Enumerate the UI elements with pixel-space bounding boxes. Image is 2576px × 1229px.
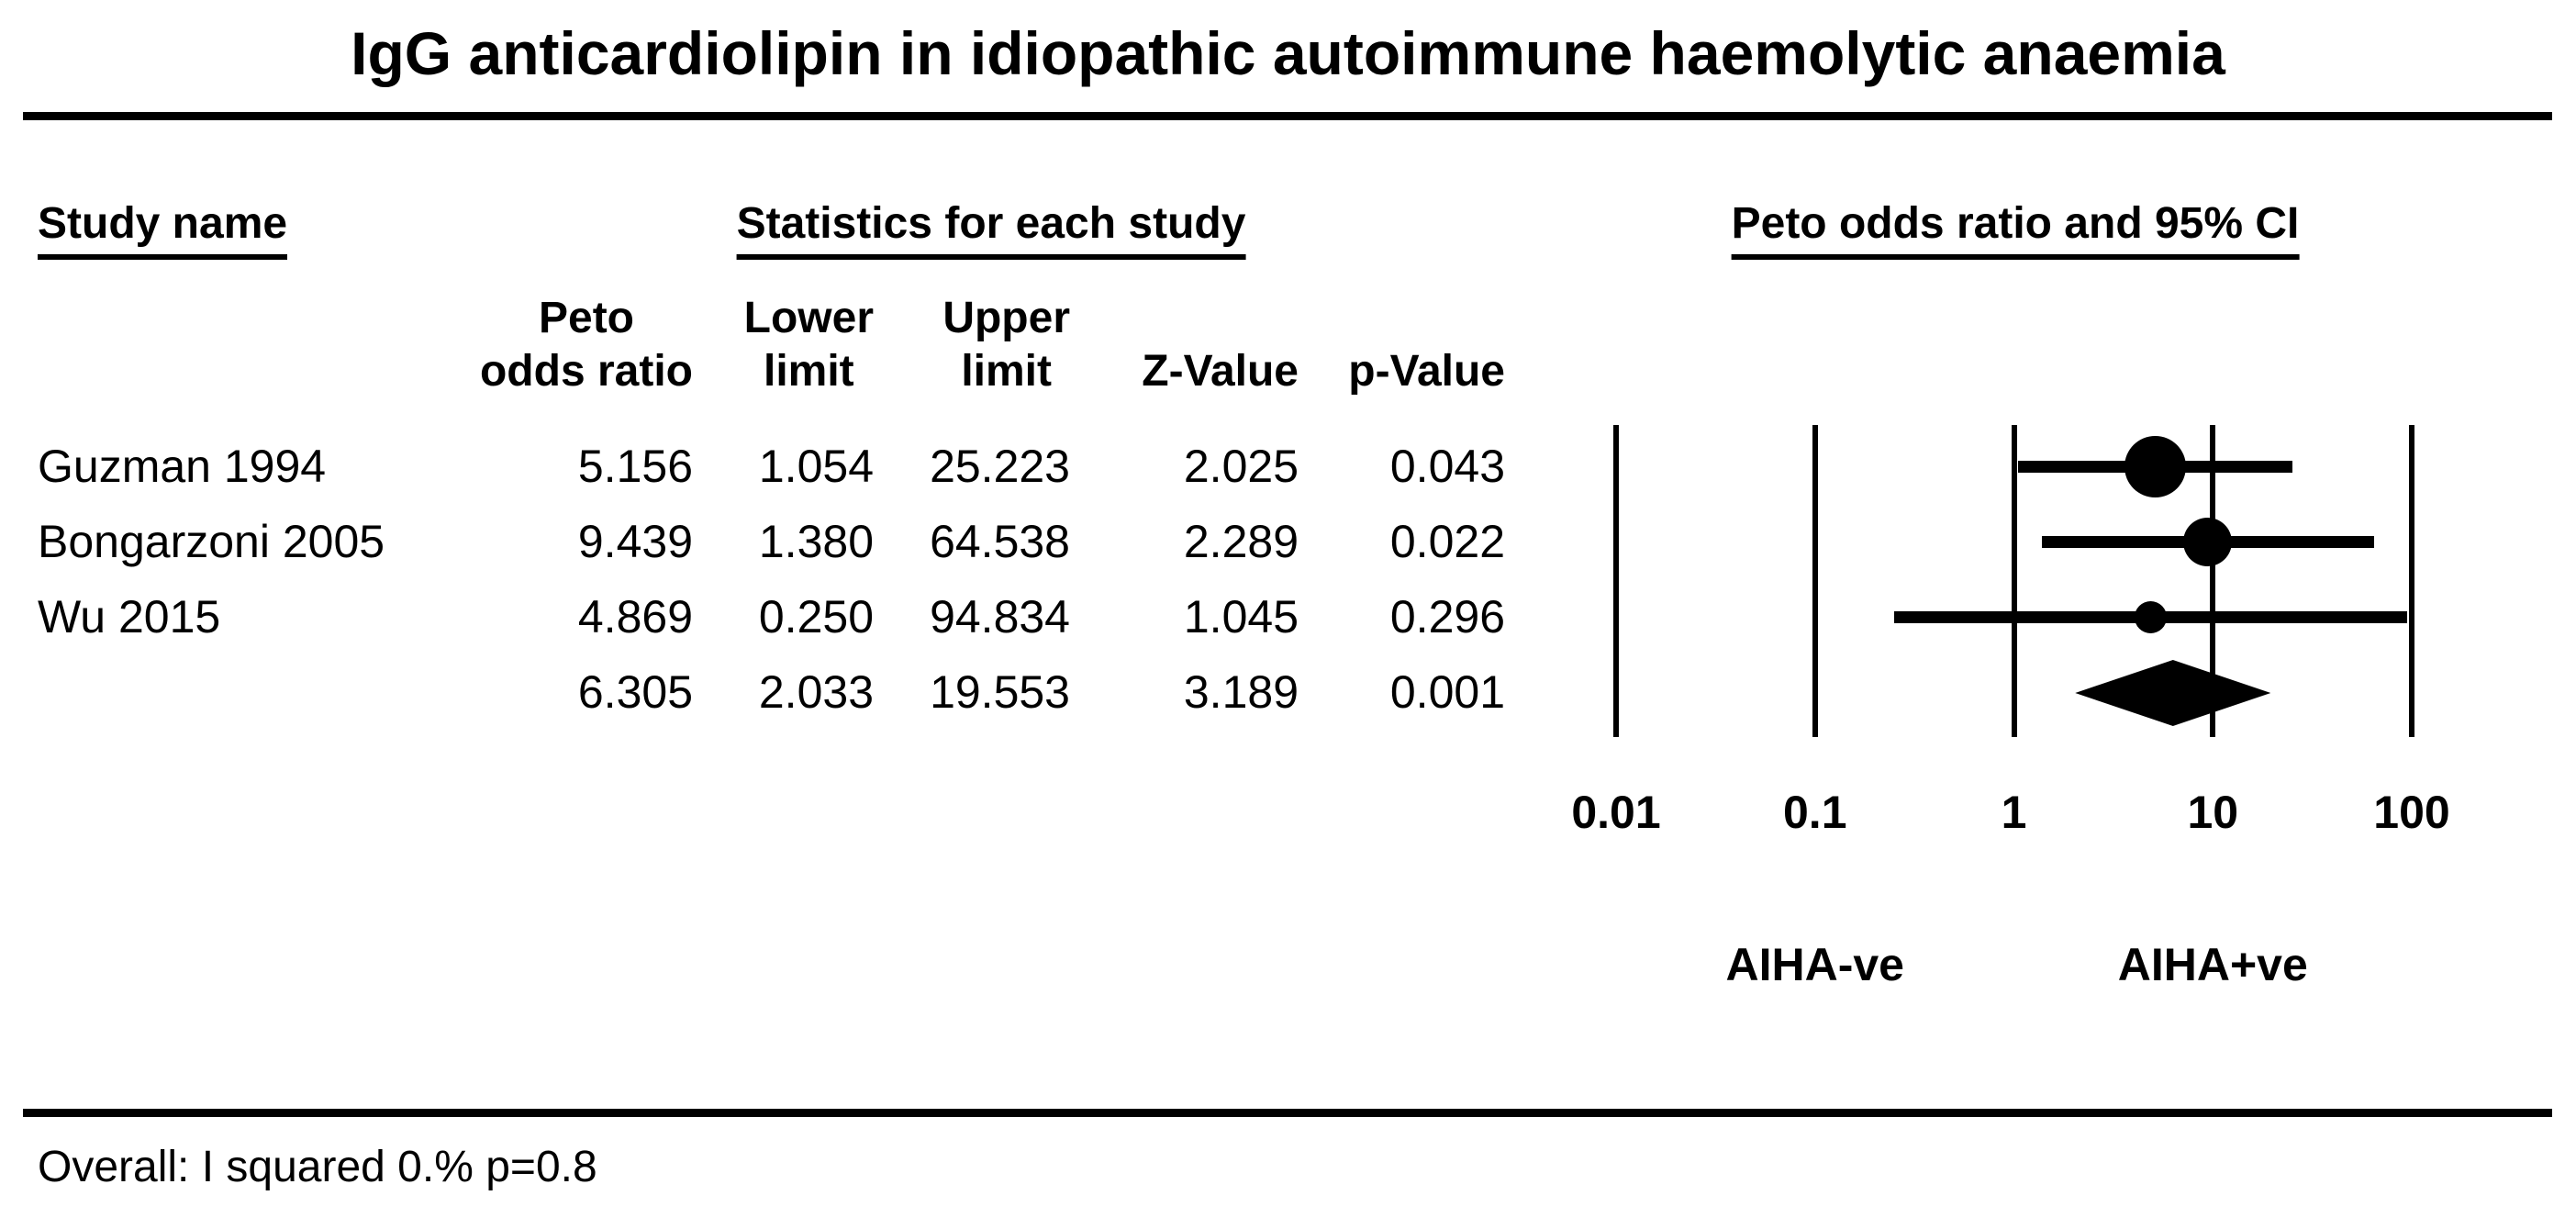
axis-tick-label-0.01: 0.01 — [1571, 787, 1661, 838]
peto-odds-ratio-value: 5.156 — [577, 441, 693, 492]
axis-tick-label-1: 1 — [2001, 787, 2027, 838]
column-header-line2: limit — [961, 347, 1052, 396]
column-header-p-value: p-Value — [1299, 292, 1505, 429]
p-value: 0.296 — [1389, 591, 1505, 642]
z-value: 2.025 — [1183, 441, 1299, 492]
column-header-line1: Upper — [942, 294, 1070, 342]
column-header-z-value: Z-Value — [1070, 292, 1299, 429]
axis-tick-label-0.1: 0.1 — [1782, 787, 1847, 838]
overall-p-value: 0.001 — [1389, 666, 1505, 718]
column-header-line2: p-Value — [1348, 347, 1505, 396]
title-divider-rule — [23, 112, 2552, 120]
axis-gridline-1 — [2011, 425, 2017, 737]
peto-odds-ratio-value: 9.439 — [577, 516, 693, 567]
column-header-line2: Z-Value — [1142, 347, 1299, 396]
upper-limit-value: 64.538 — [930, 516, 1070, 567]
statistics-group-header: Statistics for each study — [736, 198, 1246, 260]
statistics-table: Peto odds ratio Lower limit Upper limit Z-V… — [38, 292, 1505, 730]
study-name-column-header: Study name — [38, 198, 288, 260]
heterogeneity-note: Overall: I squared 0.% p=0.8 — [38, 1143, 597, 1191]
column-header-upper-limit: Upper limit — [874, 292, 1070, 429]
column-header-lower-limit: Lower limit — [693, 292, 874, 429]
point-marker-wu-2015 — [2135, 600, 2167, 633]
column-header-line1: Lower — [743, 294, 874, 342]
column-header-peto-odds-ratio: Peto odds ratio — [477, 292, 693, 429]
p-value: 0.022 — [1389, 516, 1505, 567]
upper-limit-value: 94.834 — [930, 591, 1070, 642]
study-name: Wu 2015 — [38, 591, 221, 642]
lower-limit-value: 1.380 — [758, 516, 874, 567]
p-value: 0.043 — [1389, 441, 1505, 492]
column-header-line2: odds ratio — [479, 347, 693, 396]
axis-gridline-10 — [2210, 425, 2216, 737]
direction-label-left: AIHA-ve — [1725, 939, 1904, 990]
axis-gridline-100 — [2409, 425, 2414, 737]
direction-label-right: AIHA+ve — [2117, 939, 2308, 990]
study-name: Guzman 1994 — [38, 441, 327, 492]
overall-lower-limit-value: 2.033 — [758, 666, 874, 718]
axis-gridline-0.01 — [1613, 425, 1619, 737]
lower-limit-value: 0.250 — [758, 591, 874, 642]
overall-z-value: 3.189 — [1183, 666, 1299, 718]
plot-group-header: Peto odds ratio and 95% CI — [1731, 198, 2300, 260]
page-title: IgG anticardiolipin in idiopathic autoim… — [351, 19, 2225, 87]
overall-upper-limit-value: 19.553 — [930, 666, 1070, 718]
point-marker-guzman-1994 — [2124, 435, 2187, 497]
upper-limit-value: 25.223 — [930, 441, 1070, 492]
lower-limit-value: 1.054 — [758, 441, 874, 492]
overall-diamond — [2075, 660, 2271, 726]
z-value: 2.289 — [1183, 516, 1299, 567]
footer-divider-rule — [23, 1109, 2552, 1117]
axis-gridline-0.1 — [1812, 425, 1818, 737]
axis-tick-label-10: 10 — [2187, 787, 2239, 838]
study-name: Bongarzoni 2005 — [38, 516, 385, 567]
overall-peto-odds-ratio-value: 6.305 — [577, 666, 693, 718]
axis-tick-label-100: 100 — [2373, 787, 2450, 838]
point-marker-bongarzoni-2005 — [2183, 517, 2233, 566]
peto-odds-ratio-value: 4.869 — [577, 591, 693, 642]
z-value: 1.045 — [1183, 591, 1299, 642]
column-header-line2: limit — [763, 347, 854, 396]
column-header-line1: Peto — [538, 294, 634, 342]
